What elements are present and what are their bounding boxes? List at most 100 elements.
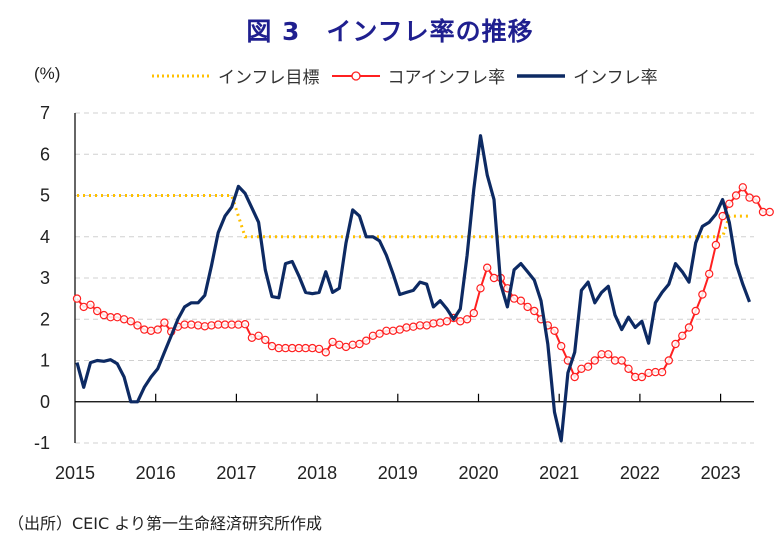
core-data-point [72,294,82,303]
core-data-point [725,199,734,208]
core-data-point [738,183,748,192]
x-axis: 2015 2016 2017 2018 2019 2020 2021 2022 2023 [55,113,754,483]
x-tick-label: 2018 [297,463,337,483]
core-data-point [442,317,452,326]
y-tick-label: 4 [40,227,50,247]
core-data-point [678,331,687,340]
core-data-point [577,364,586,373]
y-tick-label: 1 [40,351,50,371]
core-data-point [671,339,680,349]
core-data-point [765,207,774,217]
x-tick-label: 2023 [701,463,741,483]
core-data-point [644,368,653,378]
y-tick-label: 6 [40,144,50,164]
y-tick-label: 7 [40,103,50,123]
y-axis-ticks: 7 6 5 4 3 2 1 0 -1 [34,103,50,453]
core-data-point [523,302,532,312]
core-data-point [321,348,330,357]
y-tick-label: 0 [40,392,50,412]
core-data-point [570,372,579,382]
core-data-point [254,331,263,340]
core-data-point [240,320,250,329]
core-data-point [267,341,277,351]
core-data-point [193,321,203,330]
core-data-point [705,269,714,279]
y-tick-label: 3 [40,268,50,288]
core-data-point [119,315,129,324]
x-tick-label: 2022 [620,463,660,483]
core-data-point [368,331,378,340]
core-data-point [207,321,216,330]
y-tick-label: 2 [40,309,50,329]
y-axis-unit-label: (%) [34,64,61,83]
core-data-point [153,325,162,334]
core-data-point [362,336,371,345]
core-data-point [657,367,667,377]
series-line-headline [75,134,751,443]
core-data-point [509,294,519,303]
core-data-point [395,325,404,334]
core-data-point [557,341,566,351]
core-data-point [469,308,478,318]
core-data-point [436,318,445,327]
core-data-point [388,326,398,335]
core-data-point [402,323,411,332]
core-data-point [140,325,149,334]
core-data-point [409,322,418,331]
core-data-point [355,339,364,349]
legend-swatch-headline [517,73,566,78]
legend-label-core: コアインフレ率 [387,68,506,88]
x-tick-label: 2015 [55,463,95,483]
core-data-point [624,364,633,373]
core-data-point [637,372,647,382]
x-tick-label: 2020 [458,463,498,483]
x-tick-label: 2016 [136,463,176,483]
x-tick-label: 2017 [216,463,256,483]
legend-item-headline: インフレ率 [515,63,658,88]
core-data-point [375,329,384,338]
core-data-point [133,321,142,330]
core-data-point [160,318,169,327]
gridlines [75,112,754,444]
core-data-point [422,321,431,330]
core-data-point [247,333,257,342]
core-data-point [456,317,465,326]
core-data-point [86,300,95,309]
core-data-point [308,343,317,353]
core-data-point [590,356,600,365]
core-data-point [335,340,344,349]
core-data-point [314,344,324,354]
source-note: （出所）CEIC より第一生命経済研究所作成 [8,514,322,533]
core-data-point [79,302,88,312]
core-data-point [698,290,707,299]
core-data-point [261,335,270,345]
core-data-point [745,193,754,202]
core-data-point [530,306,539,316]
core-data-point [429,319,438,328]
core-data-point [550,326,559,335]
core-data-point [483,263,492,272]
core-data-point [126,317,136,326]
core-data-point [99,310,109,320]
core-data-point [731,191,741,200]
core-data-point [476,284,485,293]
core-data-point [200,322,209,331]
legend-label-headline: インフレ率 [573,68,658,88]
core-data-point [213,320,223,329]
y-tick-label: 5 [40,186,50,206]
core-data-point [187,320,196,329]
legend-label-target: インフレ目標 [218,68,320,88]
core-data-point [113,313,122,322]
series-line-target [77,194,750,239]
core-data-point [328,337,337,347]
core-data-point [711,240,721,250]
core-data-point [604,350,613,359]
core-data-point [664,356,674,365]
core-data-point [617,356,626,365]
x-tick-label: 2019 [378,463,418,483]
series-group [72,134,774,443]
core-data-point [462,315,472,324]
core-data-point [348,340,357,349]
legend: インフレ目標 コアインフレ率 インフレ率 [150,63,668,88]
